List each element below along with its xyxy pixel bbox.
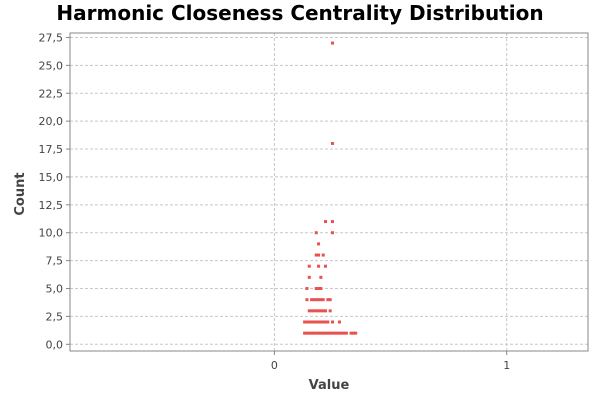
- data-point: [330, 141, 334, 145]
- data-point: [317, 309, 321, 313]
- data-point: [305, 298, 309, 302]
- data-point: [344, 331, 348, 335]
- data-point: [330, 41, 334, 45]
- data-point: [324, 320, 328, 324]
- data-point: [337, 320, 341, 324]
- y-axis-ticks: 0,0 2,5 5,0 7,5 10,0 12,5 15,0 17,5 20,0 22,5 25,0…: [39, 31, 70, 351]
- data-point: [328, 298, 332, 302]
- data-point: [312, 320, 316, 324]
- data-point: [305, 331, 309, 335]
- data-point: [333, 331, 337, 335]
- data-point: [321, 320, 325, 324]
- data-point: [307, 320, 311, 324]
- y-tick-label: 25,0: [39, 59, 64, 72]
- data-point: [307, 331, 311, 335]
- data-point: [321, 309, 325, 313]
- data-point: [326, 331, 330, 335]
- data-point: [310, 331, 314, 335]
- y-tick-label: 12,5: [39, 199, 64, 212]
- data-point: [317, 253, 321, 257]
- data-point: [307, 275, 311, 279]
- data-point: [310, 298, 314, 302]
- data-point: [314, 287, 318, 291]
- data-point: [314, 331, 318, 335]
- data-point: [314, 320, 318, 324]
- y-tick-label: 15,0: [39, 171, 64, 184]
- y-axis-label: Count: [13, 172, 28, 215]
- y-tick-label: 2,5: [46, 310, 64, 323]
- data-point: [307, 309, 311, 313]
- data-point: [330, 320, 334, 324]
- data-point: [305, 287, 309, 291]
- data-point: [305, 320, 309, 324]
- data-point: [317, 331, 321, 335]
- data-point: [312, 331, 316, 335]
- data-point: [330, 231, 334, 235]
- data-point: [330, 331, 334, 335]
- data-point: [307, 264, 311, 268]
- data-point: [328, 309, 332, 313]
- data-point: [303, 320, 307, 324]
- data-point: [319, 298, 323, 302]
- data-point: [314, 231, 318, 235]
- y-tick-label: 22,5: [39, 87, 64, 100]
- data-point: [312, 298, 316, 302]
- data-point: [351, 331, 355, 335]
- y-tick-label: 5,0: [46, 283, 64, 296]
- data-point: [317, 242, 321, 246]
- y-tick-label: 20,0: [39, 115, 64, 128]
- data-point: [317, 264, 321, 268]
- data-point: [310, 320, 314, 324]
- data-point: [321, 253, 325, 257]
- data-point: [354, 331, 358, 335]
- data-point: [319, 287, 323, 291]
- data-point: [303, 331, 307, 335]
- data-point: [319, 320, 323, 324]
- grid-lines: [70, 33, 588, 351]
- data-point: [349, 331, 353, 335]
- data-point: [310, 309, 314, 313]
- y-tick-label: 0,0: [46, 338, 64, 351]
- data-point: [314, 309, 318, 313]
- y-tick-label: 10,0: [39, 227, 64, 240]
- x-axis-label: Value: [309, 378, 350, 393]
- data-point: [324, 220, 328, 224]
- x-tick-label: 0: [271, 359, 278, 372]
- chart-title: Harmonic Closeness Centrality Distributi…: [56, 1, 543, 25]
- data-point: [324, 309, 328, 313]
- data-points: [303, 41, 358, 335]
- y-tick-label: 17,5: [39, 143, 64, 156]
- data-point: [321, 298, 325, 302]
- data-point: [330, 220, 334, 224]
- y-tick-label: 7,5: [46, 255, 64, 268]
- data-point: [326, 320, 330, 324]
- data-point: [324, 331, 328, 335]
- data-point: [328, 331, 332, 335]
- data-point: [317, 298, 321, 302]
- data-point: [317, 287, 321, 291]
- data-point: [324, 264, 328, 268]
- plot-area: [69, 32, 589, 352]
- data-point: [342, 331, 346, 335]
- data-point: [314, 298, 318, 302]
- data-point: [321, 331, 325, 335]
- data-point: [319, 331, 323, 335]
- data-point: [319, 275, 323, 279]
- data-point: [337, 331, 341, 335]
- y-tick-label: 27,5: [39, 31, 64, 44]
- data-point: [335, 331, 339, 335]
- x-tick-label: 1: [503, 359, 510, 372]
- data-point: [314, 253, 318, 257]
- data-point: [319, 309, 323, 313]
- data-point: [317, 320, 321, 324]
- data-point: [312, 309, 316, 313]
- data-point: [326, 298, 330, 302]
- data-point: [340, 331, 344, 335]
